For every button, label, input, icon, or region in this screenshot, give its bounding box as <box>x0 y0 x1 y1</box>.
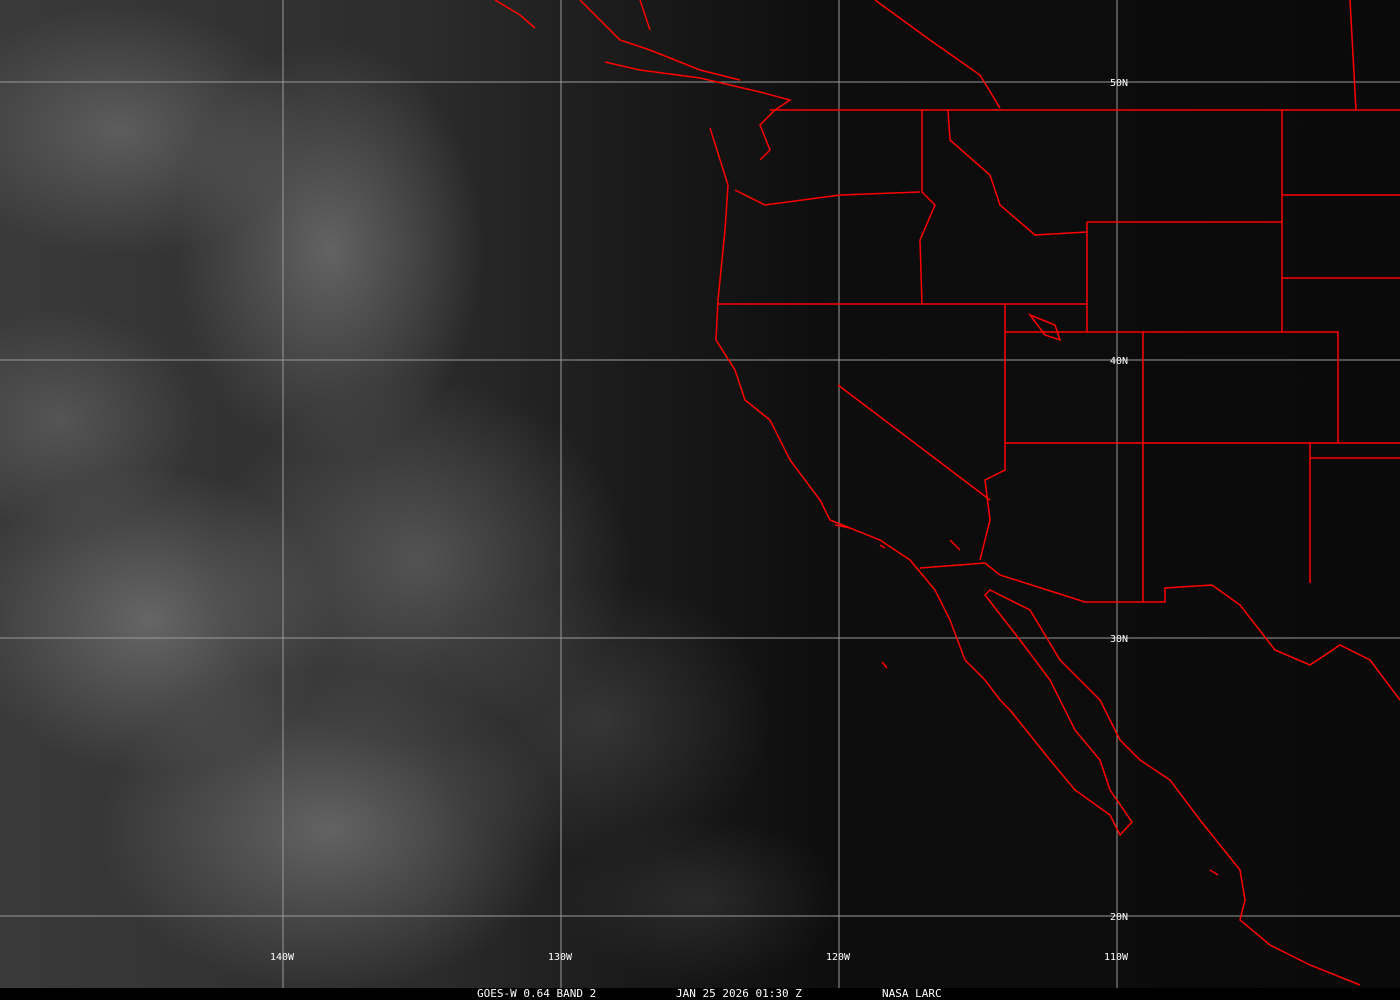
state-borders <box>718 109 1400 602</box>
borders <box>494 0 1400 986</box>
lon-label: 110W <box>1104 952 1129 963</box>
grid-labels: 140W 130W 120W 110W 50N 40N 30N 20N <box>270 78 1129 963</box>
coastline <box>604 61 1361 986</box>
bc-coast <box>494 0 741 81</box>
lat-label: 30N <box>1110 634 1128 645</box>
lat-label: 50N <box>1110 78 1128 89</box>
satellite-band: GOES-W 0.64 BAND 2 <box>477 987 597 1000</box>
lon-label: 140W <box>270 952 295 963</box>
source-credit: NASA LARC <box>882 987 942 1000</box>
canada-us-border <box>770 0 1400 111</box>
lon-label: 130W <box>548 952 573 963</box>
mexico-border <box>919 562 1400 701</box>
lat-label: 20N <box>1110 912 1128 923</box>
lat-label: 40N <box>1110 356 1128 367</box>
lon-label: 120W <box>826 952 851 963</box>
islands <box>834 313 1219 876</box>
timestamp: JAN 25 2026 01:30 Z <box>676 987 802 1000</box>
caption-bar: GOES-W 0.64 BAND 2 JAN 25 2026 01:30 Z N… <box>0 988 1400 1000</box>
